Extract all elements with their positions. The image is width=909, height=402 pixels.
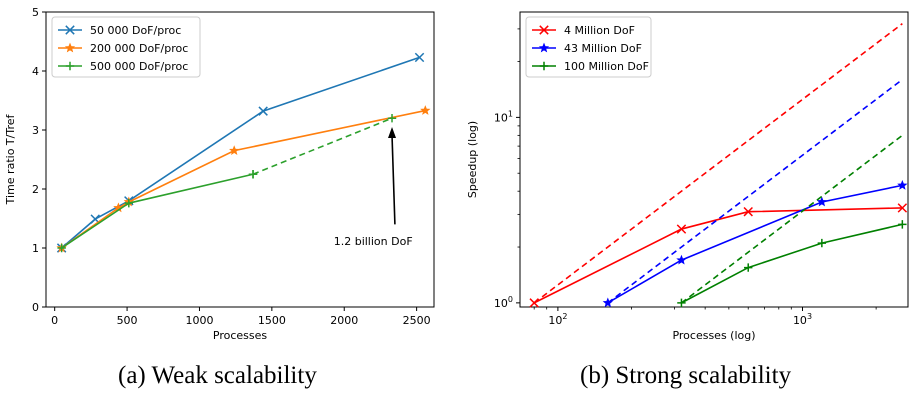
data-point (676, 224, 687, 234)
y-tick-label: 0 (32, 301, 39, 314)
caption-strong: (b) Strong scalability (580, 362, 792, 389)
x-tick-label: 500 (117, 314, 138, 327)
y-tick-label: 3 (32, 124, 39, 137)
legend-box (51, 16, 201, 78)
series-line (607, 184, 903, 304)
y-tick-label: 101 (494, 109, 513, 124)
legend-marker (538, 42, 550, 53)
data-point (420, 105, 431, 115)
legend-label: 500 000 DoF/proc (90, 60, 188, 73)
data-point (898, 220, 907, 229)
data-point (817, 238, 827, 248)
annotation-label: 1.2 billion DoF (334, 235, 413, 248)
x-tick-label: 103 (793, 312, 812, 327)
data-point (677, 298, 686, 308)
data-point (897, 203, 908, 213)
ideal-line (533, 23, 903, 304)
y-axis-label: Speedup (log) (466, 121, 479, 198)
legend-marker (65, 61, 75, 71)
y-tick-label: 1 (32, 242, 39, 255)
legend-label: 4 Million DoF (564, 24, 635, 37)
data-point (897, 179, 908, 190)
series-line (533, 207, 903, 304)
x-tick-label: 2000 (330, 314, 358, 327)
y-tick-label: 100 (494, 295, 513, 310)
ideal-line (680, 134, 903, 304)
series-line (61, 109, 426, 249)
x-tick-label: 1500 (258, 314, 286, 327)
y-tick-label: 2 (32, 183, 39, 196)
data-point (229, 145, 240, 156)
chart-1: 102 103 100 101 Processes (log) Speedup (log)… (466, 11, 909, 342)
y-axis-label: Time ratio T/Tref (4, 114, 17, 206)
data-point (414, 52, 425, 63)
data-point (816, 196, 828, 207)
x-tick-label: 2500 (403, 314, 431, 327)
annotation-arrow (391, 135, 396, 225)
legend-marker (64, 42, 76, 53)
y-tick-label: 4 (32, 65, 39, 78)
x-axis-label: Processes (213, 329, 267, 342)
series-line (61, 56, 420, 249)
x-tick-label: 0 (51, 314, 58, 327)
chart-0: 0 500 1000 1500 2000 2500 0 1 2 3 4 5 Processes Time … (4, 6, 435, 342)
data-point (248, 170, 258, 179)
legend-box (525, 16, 652, 78)
data-point (676, 254, 687, 265)
data-point (124, 198, 134, 208)
data-point (743, 207, 753, 217)
data-point (258, 106, 268, 116)
legend-label: 100 Million DoF (564, 60, 649, 73)
legend-label: 200 000 DoF/proc (90, 42, 188, 55)
data-point (744, 263, 753, 272)
y-tick-label: 5 (32, 6, 39, 19)
series-line (681, 223, 903, 304)
series-line (61, 173, 254, 249)
legend-label: 43 Million DoF (564, 42, 642, 55)
caption-weak: (a) Weak scalability (118, 362, 317, 389)
x-axis-label: Processes (log) (672, 329, 755, 342)
plot-frame (45, 11, 435, 308)
plot-frame (519, 11, 909, 308)
data-point (57, 243, 66, 253)
legend-marker (539, 25, 549, 35)
annotation-arrowhead (388, 127, 397, 139)
legend-label: 50 000 DoF/proc (90, 24, 181, 37)
legend-marker (539, 61, 549, 71)
legend-marker (65, 25, 75, 35)
data-point (387, 114, 397, 123)
ideal-line (252, 117, 393, 175)
ideal-line (607, 78, 903, 304)
x-tick-label: 102 (548, 312, 567, 327)
x-tick-label: 1000 (185, 314, 213, 327)
